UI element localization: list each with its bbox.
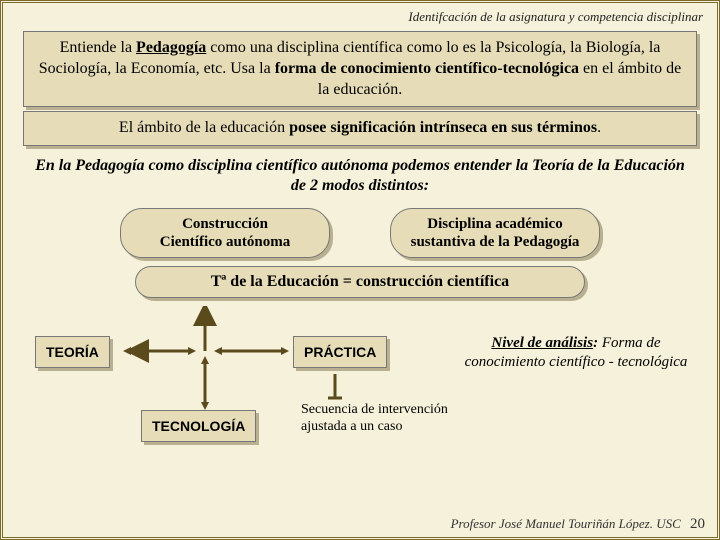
definition-box-1: Entiende la Pedagogía como una disciplin… bbox=[23, 31, 697, 107]
sequence-text: Secuencia de intervención ajustada a un … bbox=[301, 402, 451, 436]
pill-line2: sustantiva de la Pedagogía bbox=[411, 234, 580, 250]
pill-line2: Científico autónoma bbox=[160, 234, 290, 250]
definition-box-2: El ámbito de la educación posee signific… bbox=[23, 111, 697, 146]
pill-construccion: Construcción Científico autónoma bbox=[120, 208, 330, 258]
node-tecnologia: TECNOLOGÍA bbox=[141, 410, 256, 442]
author-text: Profesor José Manuel Touriñán López. USC bbox=[451, 516, 681, 531]
pill-line1: Disciplina académico bbox=[427, 216, 562, 232]
pill-teoria-educacion: Tª de la Educación = construcción cientí… bbox=[135, 266, 585, 298]
pill-line1: Construcción bbox=[182, 216, 268, 232]
arrows-svg bbox=[13, 306, 713, 476]
modes-row: Construcción Científico autónoma Discipl… bbox=[3, 208, 717, 258]
nivel-analisis-text: Nivel de análisis: Forma de conocimiento… bbox=[461, 334, 691, 372]
slide-footer: Profesor José Manuel Touriñán López. USC… bbox=[451, 516, 705, 533]
node-practica: PRÁCTICA bbox=[293, 336, 387, 368]
intro-text: En la Pedagogía como disciplina científi… bbox=[3, 150, 717, 202]
pill-disciplina: Disciplina académico sustantiva de la Pe… bbox=[390, 208, 600, 258]
arrow-diagram: TEORÍA PRÁCTICA TECNOLOGÍA Secuencia de … bbox=[13, 306, 707, 476]
page-number: 20 bbox=[690, 516, 705, 532]
node-teoria: TEORÍA bbox=[35, 336, 110, 368]
slide-header: Identifcación de la asignatura y compete… bbox=[3, 3, 717, 27]
